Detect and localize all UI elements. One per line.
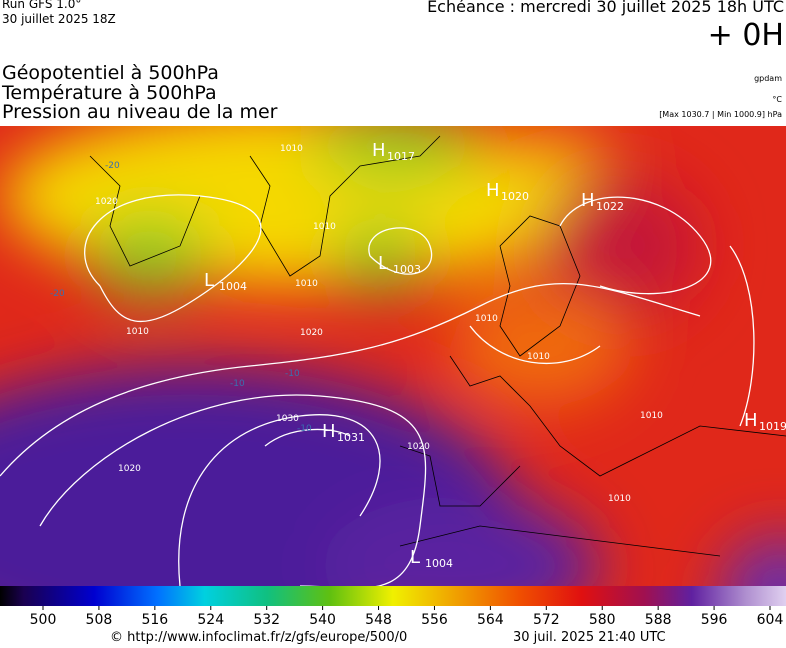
run: Run GFS 1.0° — [2, 0, 82, 11]
isobar-label: 1010 — [608, 494, 631, 504]
isobar-label: 1010 — [640, 411, 663, 421]
colorbar-label: 500 — [30, 612, 57, 628]
colorbar-label: 532 — [253, 612, 280, 628]
colorbar-label: 604 — [757, 612, 784, 628]
layer: Géopotentiel à 500hPa — [2, 62, 219, 84]
colorbar: 500 508 516 524 532 540 548 556 564 572 580 588 596 6… — [0, 586, 786, 628]
center-type: L — [378, 253, 388, 274]
isobar-label: 1010 — [295, 279, 318, 289]
center-value: 1004 — [219, 280, 247, 293]
colorbar-label: 556 — [421, 612, 448, 628]
colorbar-label: 516 — [141, 612, 168, 628]
isobar-label: 1010 — [475, 314, 498, 324]
isobars — [0, 194, 755, 586]
center-value: 1017 — [387, 150, 415, 163]
center-value: 1031 — [337, 431, 365, 444]
coastlines — [89, 135, 786, 557]
colorbar-label: 548 — [365, 612, 392, 628]
colorbar-label: 564 — [477, 612, 504, 628]
run-date: 30 juillet 2025 18Z — [2, 12, 116, 26]
isobar-label: 1020 — [407, 442, 430, 452]
colorbar-label: 540 — [309, 612, 336, 628]
center-value: 1020 — [501, 190, 529, 203]
isobar-label: 1010 — [527, 352, 550, 362]
url: © http://www.infoclimat.fr/z/gfs/europe/… — [110, 630, 408, 645]
temperature-label: -10 — [297, 424, 312, 434]
unit: [Max 1030.7 | Min 1000.9] hPa — [659, 110, 782, 119]
colorbar-label: 524 — [197, 612, 224, 628]
colorbar-label: 588 — [645, 612, 672, 628]
temperature-label: -20 — [105, 161, 120, 171]
center-value: 1003 — [393, 263, 421, 276]
temperature-label: -10 — [285, 369, 300, 379]
center-value: 1019 — [759, 420, 786, 433]
center-type: H — [372, 140, 386, 161]
unit: gpdam — [754, 74, 782, 83]
center-type: H — [486, 180, 500, 201]
colorbar-scale — [0, 586, 786, 606]
isobar-label: 1010 — [313, 222, 336, 232]
isobar-label: 1020 — [300, 328, 323, 338]
isobar-label: 1010 — [126, 327, 149, 337]
echeance: Echéance : mercredi 30 juillet 2025 18h … — [427, 0, 784, 16]
colorbar-label: 508 — [86, 612, 113, 628]
center-type: L — [204, 270, 214, 291]
field — [0, 126, 786, 586]
center-type: H — [322, 421, 336, 442]
center-type: L — [410, 547, 420, 568]
isobar-label: 1020 — [95, 197, 118, 207]
colorbar-label: 580 — [589, 612, 616, 628]
timestamp: 30 juil. 2025 21:40 UTC — [513, 630, 666, 645]
colorbar-label: 596 — [701, 612, 728, 628]
isobar-label: 1030 — [276, 414, 299, 424]
isobar-label: 1020 — [118, 464, 141, 474]
center-value: 1022 — [596, 200, 624, 213]
layer: Température à 500hPa — [2, 82, 217, 104]
lead-time: + 0H — [707, 18, 784, 53]
isobar-label: 1010 — [280, 144, 303, 154]
temperature-label: -20 — [50, 289, 65, 299]
colorbar-label: 572 — [533, 612, 560, 628]
temperature-label: -10 — [230, 379, 245, 389]
layer: Pression au niveau de la mer — [2, 101, 278, 123]
center-value: 1004 — [425, 557, 453, 570]
center-type: H — [581, 190, 595, 211]
unit: °C — [772, 95, 782, 104]
center-type: H — [744, 410, 758, 431]
